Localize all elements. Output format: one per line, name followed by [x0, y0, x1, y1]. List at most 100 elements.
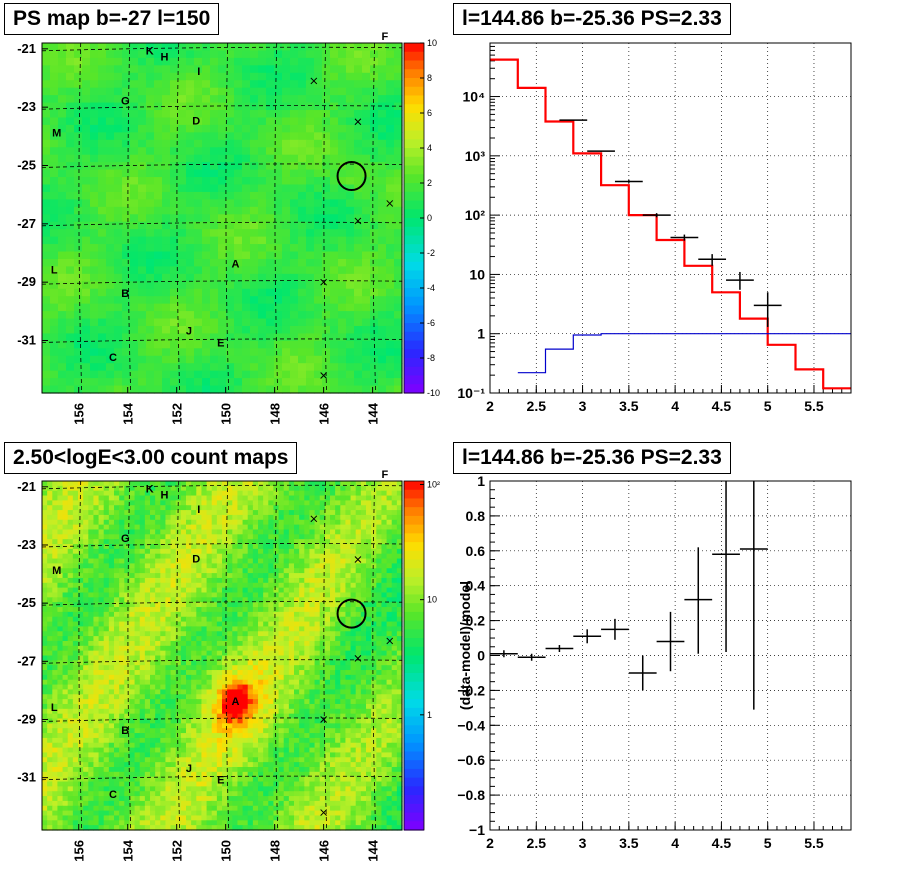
- ps-map-pixel: [162, 147, 171, 155]
- count-map-pixel: [129, 568, 135, 573]
- ps-map-pixel: [194, 43, 203, 51]
- ps-map-pixel: [98, 311, 107, 319]
- ps-map-pixel: [346, 244, 355, 252]
- ps-map-pixel: [258, 132, 267, 140]
- ps-map-pixel: [330, 207, 339, 215]
- count-map-pixel: [387, 549, 393, 554]
- count-map-pixel: [304, 496, 310, 501]
- ps-map-pixel: [242, 363, 251, 371]
- count-map-pixel: [114, 583, 120, 588]
- count-map-pixel: [381, 520, 387, 525]
- count-map-pixel: [140, 597, 146, 602]
- ps-map-pixel: [258, 229, 267, 237]
- ps-map-pixel: [250, 155, 259, 163]
- count-map-pixel: [222, 568, 228, 573]
- count-map-pixel: [232, 626, 238, 631]
- count-map-pixel: [57, 656, 63, 661]
- count-map-pixel: [381, 617, 387, 622]
- ps-map-pixel: [378, 155, 387, 163]
- count-map-pixel: [304, 636, 310, 641]
- count-map-pixel: [309, 592, 315, 597]
- count-map-pixel: [320, 563, 326, 568]
- count-map-pixel: [248, 559, 254, 564]
- count-map-pixel: [68, 641, 74, 646]
- count-map-pixel: [207, 486, 213, 491]
- ps-map-pixel: [242, 222, 251, 230]
- count-map-pixel: [160, 626, 166, 631]
- count-map-pixel: [268, 583, 274, 588]
- count-map-pixel: [201, 529, 207, 534]
- ps-map-pixel: [146, 356, 155, 364]
- count-map-pixel: [88, 578, 94, 583]
- count-map-pixel: [315, 486, 321, 491]
- count-map-pixel: [243, 626, 249, 631]
- count-map-pixel: [361, 631, 367, 636]
- count-map-pixel: [155, 559, 161, 564]
- count-map-pixel: [201, 588, 207, 593]
- count-map-pixel: [52, 500, 58, 505]
- ps-map-pixel: [210, 386, 219, 394]
- ps-map-pixel: [242, 65, 251, 73]
- ps-map-pixel: [42, 140, 51, 148]
- count-map-pixel: [351, 573, 357, 578]
- ps-map-pixel: [98, 110, 107, 118]
- ps-map-pixel: [114, 274, 123, 282]
- ps-map-pixel: [210, 378, 219, 386]
- ps-map-pixel: [386, 386, 395, 394]
- count-map-pixel: [279, 646, 285, 651]
- ps-map-pixel: [146, 132, 155, 140]
- count-map-pixel: [176, 597, 182, 602]
- ps-map-pixel: [242, 95, 251, 103]
- ps-map-pixel: [274, 50, 283, 58]
- count-map-pixel: [243, 525, 249, 530]
- count-map-pixel: [376, 602, 382, 607]
- count-map-pixel: [135, 636, 141, 641]
- ps-map-pixel: [210, 304, 219, 312]
- ps-map-pixel: [330, 259, 339, 267]
- ps-map-pixel: [218, 207, 227, 215]
- ps-map-pixel: [106, 386, 115, 394]
- ps-map-pixel: [50, 304, 59, 312]
- count-map-pixel: [315, 554, 321, 559]
- count-map-pixel: [387, 651, 393, 656]
- ps-map-pixel: [146, 214, 155, 222]
- count-map-pixel: [119, 491, 125, 496]
- ps-map-pixel: [66, 95, 75, 103]
- count-map-pixel: [63, 510, 69, 515]
- count-map-pixel: [176, 549, 182, 554]
- count-map-pixel: [124, 607, 130, 612]
- count-map-pixel: [320, 496, 326, 501]
- ps-map-pixel: [362, 192, 371, 200]
- count-map-pixel: [99, 486, 105, 491]
- count-map-pixel: [129, 515, 135, 520]
- count-map-pixel: [356, 515, 362, 520]
- ps-map-pixel: [178, 147, 187, 155]
- count-map-pixel: [351, 500, 357, 505]
- ps-map-pixel: [394, 58, 403, 66]
- ps-map-pixel: [218, 162, 227, 170]
- ps-map-pixel: [42, 147, 51, 155]
- ps-map-pixel: [130, 184, 139, 192]
- count-map-pixel: [351, 641, 357, 646]
- count-map-pixel: [376, 534, 382, 539]
- ps-map-pixel: [50, 363, 59, 371]
- count-map-pixel: [335, 549, 341, 554]
- count-map-pixel: [243, 651, 249, 656]
- count-map-pixel: [129, 656, 135, 661]
- count-map-pixel: [176, 563, 182, 568]
- ps-map-pixel: [154, 162, 163, 170]
- ps-map-pixel: [282, 311, 291, 319]
- count-map-pixel: [186, 631, 192, 636]
- ps-map-pixel: [194, 177, 203, 185]
- count-map-pixel: [258, 486, 264, 491]
- count-map-pixel: [181, 563, 187, 568]
- ps-map-pixel: [306, 170, 315, 178]
- count-map-pixel: [207, 631, 213, 636]
- count-map-pixel: [273, 568, 279, 573]
- ps-map-x-tick-label: 156: [72, 403, 87, 425]
- ps-map-pixel: [210, 363, 219, 371]
- ps-map-pixel: [66, 371, 75, 379]
- ps-map-pixel: [314, 50, 323, 58]
- count-map-pixel: [52, 588, 58, 593]
- ps-map-pixel: [242, 170, 251, 178]
